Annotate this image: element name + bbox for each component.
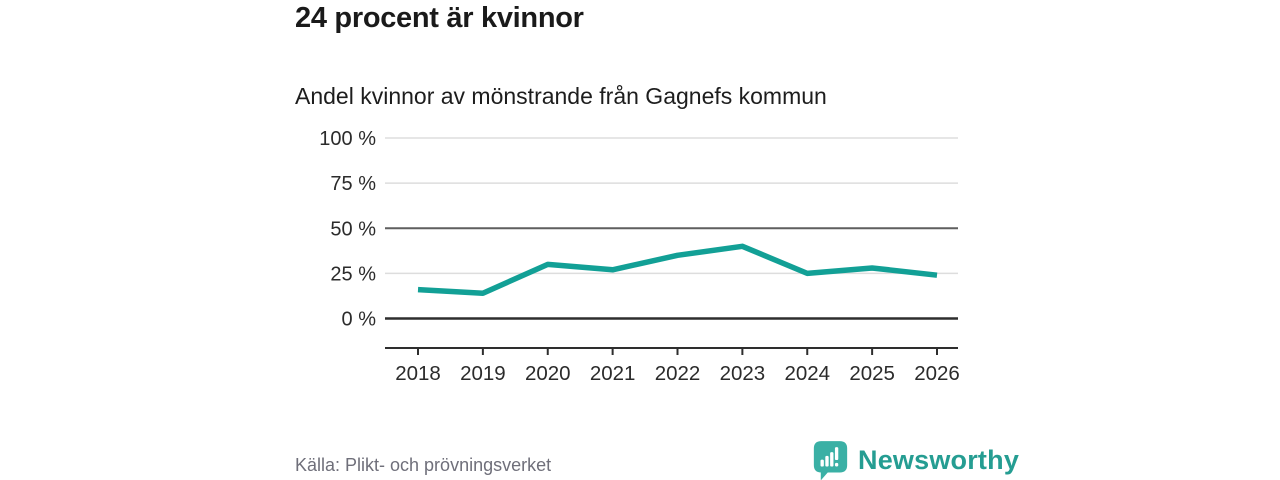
y-tick-label: 50 %	[330, 218, 376, 240]
y-tick-label: 100 %	[319, 128, 376, 150]
source-caption: Källa: Plikt- och prövningsverket	[295, 455, 552, 475]
y-tick-label: 75 %	[330, 173, 376, 195]
x-tick-label: 2025	[849, 362, 895, 385]
x-tick-label: 2019	[460, 362, 506, 385]
y-tick-label: 25 %	[330, 263, 376, 285]
logo-bar-1	[820, 459, 824, 467]
logo-exclamation-stem	[834, 447, 839, 461]
x-tick-label: 2024	[784, 362, 830, 385]
x-tick-label: 2023	[720, 362, 766, 385]
x-tick-label: 2026	[914, 362, 960, 385]
x-tick-label: 2018	[395, 362, 441, 385]
newsworthy-logo-text: Newsworthy	[858, 445, 1020, 475]
y-tick-label: 0 %	[342, 309, 377, 331]
newsworthy-logo-icon	[813, 441, 848, 480]
logo-exclamation-dot	[834, 462, 839, 467]
x-tick-label: 2020	[525, 362, 571, 385]
chart-title: 24 procent är kvinnor	[295, 2, 584, 34]
logo-bar-3	[830, 452, 834, 467]
data-series-line	[417, 243, 938, 296]
logo-bar-2	[825, 455, 829, 467]
x-tick-label: 2022	[655, 362, 701, 385]
chart-subtitle: Andel kvinnor av mönstrande från Gagnefs…	[295, 83, 827, 109]
newsworthy-logo: Newsworthy	[812, 439, 1019, 480]
x-tick-label: 2021	[590, 362, 636, 385]
